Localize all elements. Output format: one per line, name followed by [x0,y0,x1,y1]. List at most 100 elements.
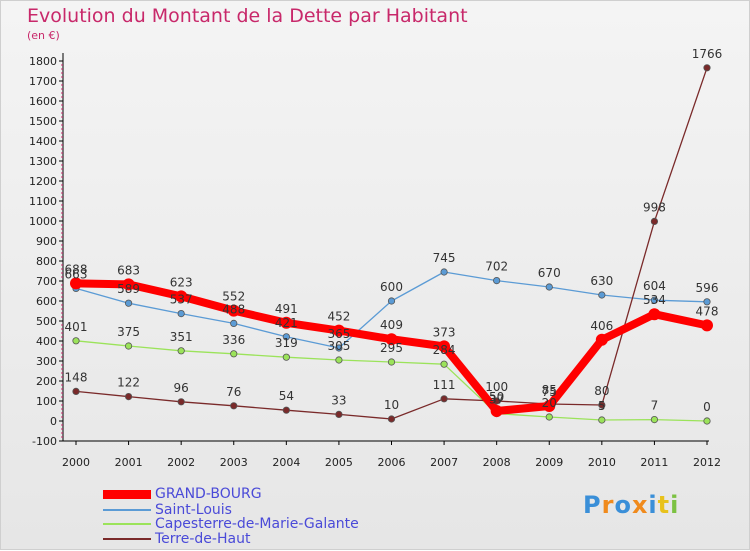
data-point [703,298,711,306]
legend-swatch [103,538,151,540]
data-label: 596 [696,281,719,295]
data-point [282,353,290,361]
legend-swatch [103,489,151,499]
data-point [387,358,396,366]
legend-item: Saint-Louis [103,502,232,518]
data-label: 421 [275,316,298,330]
data-point [648,308,661,321]
data-point [493,397,501,405]
x-tick-label: 2011 [640,456,668,469]
x-tick-label: 2007 [430,456,458,469]
data-point [124,392,133,401]
legend-label: Terre-de-Haut [155,531,251,547]
y-tick-label: 1200 [29,175,57,188]
data-label: 1766 [692,47,723,61]
data-point [385,333,398,346]
data-point [335,344,343,352]
data-label: 589 [117,282,140,296]
data-label: 552 [222,290,245,304]
data-label: 336 [222,333,245,347]
x-tick-label: 2010 [588,456,616,469]
data-point [177,309,185,318]
data-point [177,347,185,355]
data-point [335,356,343,364]
y-tick-label: 300 [36,355,57,368]
data-label: 96 [174,381,189,395]
data-point [335,410,343,418]
y-tick-label: 1400 [29,135,57,148]
data-label: 663 [65,267,88,281]
data-label: 80 [594,384,609,398]
data-point [282,333,290,341]
x-tick-label: 2001 [115,456,143,469]
chart-title: Evolution du Montant de la Dette par Hab… [27,5,468,27]
data-label: 351 [170,330,193,344]
data-label: 5 [598,399,606,413]
data-point [70,277,82,290]
axes: -100010020030040050060070080090010001100… [29,53,721,469]
y-tick-label: 800 [36,255,57,268]
data-label: 401 [65,320,88,334]
data-point [230,319,238,327]
x-tick-label: 2012 [693,456,721,469]
data-point [227,304,240,317]
data-point [230,350,238,358]
data-point [703,64,711,72]
data-point [124,342,133,350]
data-point [72,337,80,345]
x-tick-label: 2000 [62,456,90,469]
data-label: 452 [327,310,350,324]
data-label: 604 [643,279,666,293]
y-tick-label: 900 [36,235,57,248]
data-point [124,299,133,307]
data-point [177,398,185,406]
data-point [438,340,451,353]
y-tick-label: -100 [32,435,57,448]
x-tick-label: 2002 [167,456,195,469]
legend-label: Saint-Louis [155,502,232,518]
data-label: 319 [275,336,298,350]
legend-label: Capesterre-de-Marie-Galante [155,516,359,532]
legend-item: GRAND-BOURG [103,486,262,502]
data-point [650,217,659,225]
legend-item: Capesterre-de-Marie-Galante [103,516,359,532]
data-label: 10 [384,398,399,412]
y-tick-label: 1100 [29,195,57,208]
y-tick-label: 500 [36,315,57,328]
x-tick-label: 2003 [220,456,248,469]
data-point [598,416,606,424]
data-point [387,415,396,423]
legend-label: GRAND-BOURG [155,486,262,502]
data-point [332,324,345,337]
data-point [598,291,606,299]
data-label: 745 [433,251,456,265]
data-label: 406 [590,319,613,333]
data-point [230,402,238,410]
data-point [595,333,608,346]
data-label: 0 [703,400,711,414]
data-point [490,405,503,417]
data-point [598,401,606,409]
data-label: 537 [170,293,193,307]
data-point [175,290,188,303]
y-tick-label: 1800 [29,55,57,68]
data-label: 409 [380,318,403,332]
data-label: 75 [542,385,557,399]
series-points [70,64,713,425]
data-label: 478 [696,304,719,318]
data-label: 491 [275,302,298,316]
y-tick-label: 1700 [29,75,57,88]
data-label: 7 [651,399,659,413]
x-tick-label: 2009 [535,456,563,469]
data-label: 76 [226,385,241,399]
series-lines [72,67,711,422]
y-tick-label: 700 [36,275,57,288]
data-label: 111 [433,378,456,392]
data-label: 600 [380,280,403,294]
data-point [440,360,448,368]
x-tick-label: 2006 [378,456,406,469]
data-label: 365 [327,327,350,341]
data-label: 85 [542,383,557,397]
